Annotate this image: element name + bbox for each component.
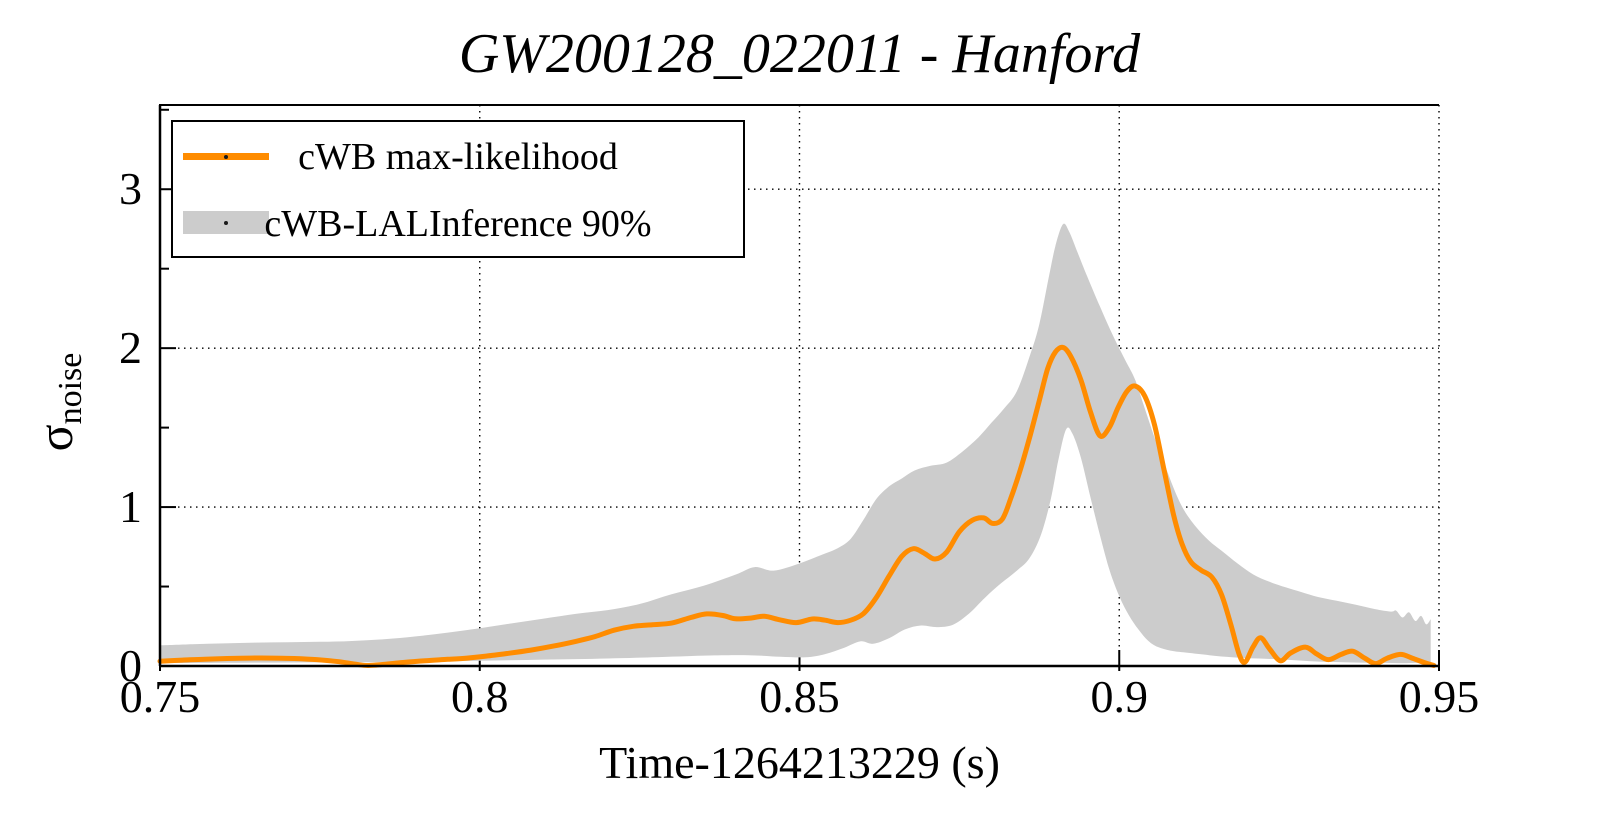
x-tick-label-0.8: 0.8 bbox=[451, 671, 509, 722]
max-likelihood-line bbox=[157, 344, 1437, 669]
x-tick-label-0.95: 0.95 bbox=[1399, 671, 1480, 722]
y-tick-label-2: 2 bbox=[119, 322, 142, 373]
x-tick-label-0.85: 0.85 bbox=[759, 671, 840, 722]
legend: cWB max-likelihood cWB-LALInference 90% bbox=[171, 120, 745, 258]
y-tick-label-1: 1 bbox=[119, 481, 142, 532]
y-axis-label: σnoise bbox=[26, 262, 89, 542]
legend-point-marker bbox=[224, 221, 228, 225]
y-axis-symbol: σ bbox=[27, 424, 83, 452]
y-tick-label-3: 3 bbox=[119, 163, 142, 214]
chart-title: GW200128_022011 - Hanford bbox=[458, 23, 1141, 85]
confidence-band bbox=[160, 223, 1431, 664]
x-tick-label-0.75: 0.75 bbox=[120, 671, 201, 722]
y-axis-subscript: noise bbox=[52, 352, 89, 425]
legend-label-lalinference: cWB-LALInference 90% bbox=[264, 203, 652, 245]
x-tick-label-0.9: 0.9 bbox=[1091, 671, 1149, 722]
x-axis-label: Time-1264213229 (s) bbox=[599, 737, 1000, 788]
legend-point-marker bbox=[224, 155, 228, 159]
legend-label-max-likelihood: cWB max-likelihood bbox=[298, 136, 618, 178]
y-tick-label-0: 0 bbox=[119, 640, 142, 691]
